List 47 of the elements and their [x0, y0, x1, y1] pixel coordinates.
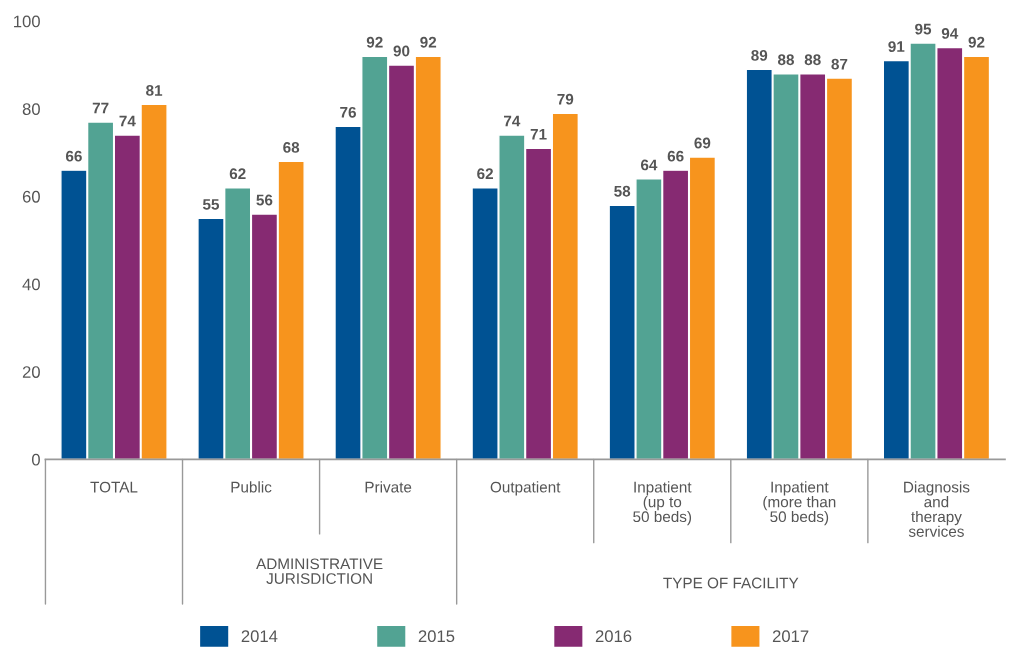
data-label: 77	[92, 102, 109, 114]
data-label: 89	[751, 49, 768, 61]
x-tick-label: Private	[365, 481, 412, 493]
data-label: 81	[146, 85, 163, 96]
data-label: 66	[65, 150, 82, 162]
data-label: 58	[614, 185, 631, 197]
legend-label: 2016	[595, 630, 632, 643]
data-label: 90	[393, 45, 410, 57]
data-label: 79	[557, 93, 574, 105]
data-label: 87	[831, 58, 848, 70]
x-tick-label: Public	[231, 481, 272, 493]
x-tick-label: Inpatient (more than 50 beds)	[763, 481, 836, 526]
data-label: 92	[420, 36, 437, 48]
data-label: 88	[777, 54, 795, 66]
y-tick-label: 80	[22, 103, 40, 115]
data-label: 92	[968, 36, 985, 48]
data-label: 68	[283, 142, 300, 153]
y-tick-label: 0	[31, 453, 40, 466]
text: ADMINISTRATIVE JURISDICTION	[256, 558, 383, 585]
data-label: 69	[694, 137, 711, 149]
data-label: 62	[229, 168, 246, 180]
data-label: 74	[504, 115, 521, 127]
x-tick-label: Outpatient	[490, 481, 561, 496]
x-tick-label: Diagnosis and therapy services	[904, 481, 970, 537]
data-label: 56	[256, 194, 273, 206]
data-label: 74	[119, 115, 136, 127]
x-tick-label: Inpatient (up to 50 beds)	[633, 481, 692, 526]
data-label: 88	[804, 54, 821, 66]
data-label: 92	[366, 36, 383, 48]
x-tick-label: TOTAL	[90, 481, 138, 493]
data-label: 94	[941, 28, 959, 39]
data-label: 76	[340, 106, 356, 118]
y-tick-label: 40	[22, 278, 40, 291]
y-tick-label: 60	[22, 190, 40, 203]
legend-label: 2014	[241, 630, 278, 643]
y-tick-label: 100	[14, 15, 40, 28]
text: TYPE OF FACILITY	[663, 577, 799, 589]
data-label: 66	[667, 150, 684, 162]
data-label: 62	[477, 168, 493, 180]
y-tick-label: 20	[22, 366, 40, 378]
data-label: 91	[888, 41, 905, 53]
data-label: 55	[202, 199, 220, 210]
legend-label: 2015	[418, 630, 455, 643]
legend-label: 2017	[772, 630, 809, 643]
data-label: 64	[640, 159, 658, 171]
data-label: 71	[530, 129, 547, 140]
data-label: 95	[915, 23, 932, 35]
